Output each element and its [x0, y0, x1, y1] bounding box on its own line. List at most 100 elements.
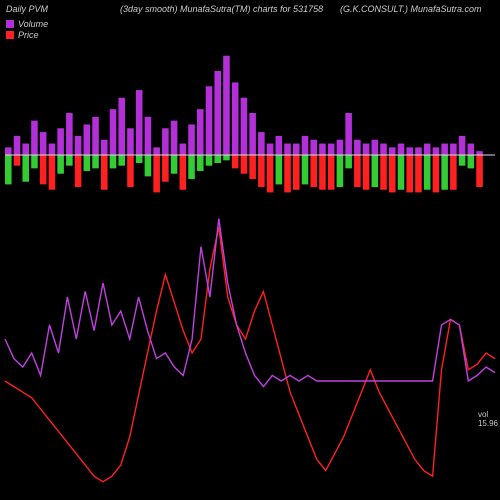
bar-neg: [450, 155, 457, 190]
bar-neg: [84, 155, 91, 171]
bar-pos: [92, 117, 99, 155]
bar-neg: [415, 155, 422, 192]
bar-pos: [337, 140, 344, 155]
bar-neg: [14, 155, 21, 166]
bar-neg: [328, 155, 335, 190]
bar-neg: [441, 155, 448, 190]
bar-pos: [293, 144, 300, 155]
bar-pos: [424, 144, 431, 155]
bar-neg: [459, 155, 466, 166]
bar-neg: [5, 155, 12, 184]
bar-neg: [319, 155, 326, 190]
bar-neg: [293, 155, 300, 190]
bar-neg: [214, 155, 221, 163]
bar-pos: [258, 132, 265, 155]
bar-pos: [302, 136, 309, 155]
bar-pos: [57, 128, 64, 155]
bar-pos: [284, 144, 291, 155]
bar-neg: [153, 155, 160, 192]
bar-pos: [363, 144, 370, 155]
bar-neg: [372, 155, 379, 187]
bar-neg: [66, 155, 73, 166]
bar-pos: [389, 147, 396, 155]
header-center: (3day smooth) MunafaSutra(TM) charts for…: [120, 4, 323, 14]
bar-pos: [380, 144, 387, 155]
end-label-vol: vol: [478, 410, 498, 419]
bar-pos: [40, 132, 47, 155]
bar-neg: [345, 155, 352, 168]
bar-pos: [398, 144, 405, 155]
bar-pos: [84, 124, 91, 155]
bar-pos: [214, 71, 221, 155]
header-right: (G.K.CONSULT.) MunafaSutra.com: [340, 4, 482, 14]
bar-neg: [223, 155, 230, 160]
bar-neg: [232, 155, 239, 168]
price-line: [5, 227, 495, 482]
bar-neg: [468, 155, 475, 168]
pvm-bar-chart: [0, 45, 500, 195]
bar-neg: [241, 155, 248, 174]
bar-pos: [441, 144, 448, 155]
bar-neg: [136, 155, 143, 163]
bar-pos: [153, 147, 160, 155]
bar-neg: [302, 155, 309, 184]
price-volume-line-chart: [0, 210, 500, 495]
bar-pos: [110, 109, 117, 155]
bar-neg: [110, 155, 117, 168]
bar-neg: [354, 155, 361, 187]
bar-pos: [328, 144, 335, 155]
bar-pos: [354, 140, 361, 155]
bar-neg: [406, 155, 413, 192]
bar-pos: [459, 136, 466, 155]
bar-neg: [127, 155, 134, 187]
bar-neg: [380, 155, 387, 190]
bar-pos: [267, 144, 274, 155]
bar-pos: [372, 140, 379, 155]
bar-neg: [57, 155, 64, 174]
legend: Volume Price: [6, 18, 48, 40]
bar-neg: [101, 155, 108, 190]
bar-pos: [66, 113, 73, 155]
legend-item-price: Price: [6, 29, 48, 40]
bar-neg: [40, 155, 47, 184]
bar-pos: [223, 56, 230, 155]
bar-neg: [22, 155, 29, 182]
bar-pos: [171, 121, 178, 155]
bar-neg: [398, 155, 405, 190]
header-left: Daily PVM: [6, 4, 48, 14]
bar-pos: [197, 109, 204, 155]
bar-pos: [136, 90, 143, 155]
bar-neg: [276, 155, 283, 184]
bar-pos: [319, 144, 326, 155]
bar-pos: [206, 86, 213, 155]
bar-neg: [267, 155, 274, 192]
bar-pos: [476, 151, 483, 155]
bar-pos: [180, 144, 187, 155]
bar-pos: [162, 128, 169, 155]
bar-neg: [197, 155, 204, 171]
legend-item-volume: Volume: [6, 18, 48, 29]
legend-label-volume: Volume: [18, 19, 48, 29]
bar-neg: [337, 155, 344, 187]
bar-neg: [424, 155, 431, 190]
bar-neg: [188, 155, 195, 179]
bar-pos: [468, 144, 475, 155]
line-end-labels: vol 15.96: [478, 410, 498, 428]
bar-neg: [75, 155, 82, 187]
bar-pos: [14, 136, 21, 155]
bar-neg: [162, 155, 169, 182]
bar-neg: [249, 155, 256, 179]
bar-neg: [433, 155, 440, 192]
bar-neg: [284, 155, 291, 192]
bar-pos: [450, 144, 457, 155]
bar-pos: [49, 144, 56, 155]
bar-pos: [249, 113, 256, 155]
legend-swatch-price: [6, 31, 14, 39]
bar-pos: [406, 147, 413, 155]
bar-neg: [180, 155, 187, 190]
end-label-price: 15.96: [478, 419, 498, 428]
bar-pos: [22, 144, 29, 155]
bar-pos: [310, 140, 317, 155]
bar-neg: [389, 155, 396, 192]
bar-pos: [101, 140, 108, 155]
